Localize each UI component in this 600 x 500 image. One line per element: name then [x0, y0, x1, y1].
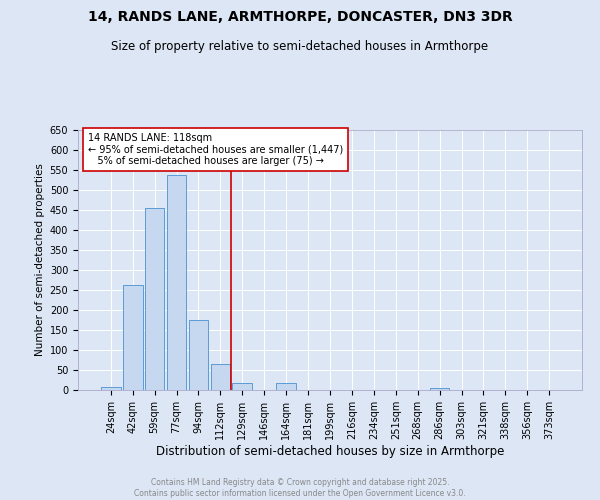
Bar	[167, 175, 187, 390]
Bar	[188, 320, 208, 390]
Bar	[276, 383, 296, 390]
X-axis label: Distribution of semi-detached houses by size in Armthorpe: Distribution of semi-detached houses by …	[156, 444, 504, 458]
Text: 14 RANDS LANE: 118sqm
← 95% of semi-detached houses are smaller (1,447)
   5% of: 14 RANDS LANE: 118sqm ← 95% of semi-deta…	[88, 132, 343, 166]
Text: 14, RANDS LANE, ARMTHORPE, DONCASTER, DN3 3DR: 14, RANDS LANE, ARMTHORPE, DONCASTER, DN…	[88, 10, 512, 24]
Bar	[232, 383, 252, 390]
Bar	[145, 208, 164, 390]
Bar	[430, 388, 449, 390]
Text: Size of property relative to semi-detached houses in Armthorpe: Size of property relative to semi-detach…	[112, 40, 488, 53]
Bar	[101, 387, 121, 390]
Bar	[211, 364, 230, 390]
Bar	[123, 285, 143, 390]
Y-axis label: Number of semi-detached properties: Number of semi-detached properties	[35, 164, 46, 356]
Text: Contains HM Land Registry data © Crown copyright and database right 2025.
Contai: Contains HM Land Registry data © Crown c…	[134, 478, 466, 498]
